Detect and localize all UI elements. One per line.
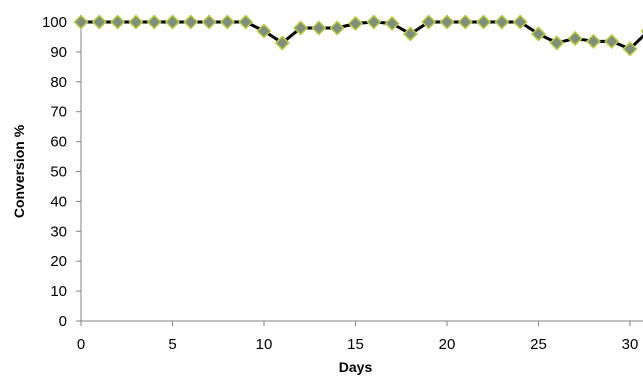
- data-point: [512, 14, 528, 30]
- data-point: [402, 26, 418, 42]
- data-point: [530, 26, 547, 42]
- y-tick-label: 90: [50, 44, 67, 61]
- data-point: [384, 15, 400, 32]
- y-tick-label: 80: [50, 74, 67, 91]
- data-point: [347, 15, 364, 32]
- data-point: [201, 14, 217, 30]
- data-point: [164, 14, 181, 30]
- x-tick-label: 10: [256, 336, 273, 353]
- data-point: [73, 14, 89, 30]
- data-point: [183, 14, 199, 30]
- data-point: [128, 14, 144, 30]
- y-axis-ticks: 0 10 20 30 40 50 60 70 80 90 100: [42, 14, 81, 330]
- data-point: [457, 14, 473, 30]
- x-axis-title: Days: [339, 359, 373, 375]
- y-tick-label: 30: [50, 223, 67, 240]
- data-point: [146, 14, 162, 30]
- y-axis-title: Conversion %: [11, 124, 27, 218]
- x-tick-label: 5: [168, 336, 176, 353]
- data-point: [219, 14, 235, 30]
- data-point: [585, 33, 601, 49]
- y-tick-label: 60: [50, 134, 67, 151]
- y-tick-label: 50: [50, 164, 67, 181]
- y-tick-label: 70: [50, 104, 67, 121]
- data-point: [366, 14, 382, 30]
- data-point: [329, 20, 345, 36]
- data-point: [567, 30, 583, 47]
- data-point: [421, 14, 437, 30]
- data-point: [622, 41, 638, 57]
- y-tick-label: 40: [50, 193, 67, 210]
- x-tick-label: 25: [530, 336, 547, 353]
- x-tick-label: 15: [347, 336, 364, 353]
- data-point: [256, 23, 272, 39]
- x-tick-label: 0: [77, 336, 85, 353]
- y-tick-label: 10: [50, 283, 67, 300]
- data-point: [238, 14, 254, 30]
- data-point: [311, 20, 327, 36]
- data-point: [494, 14, 510, 30]
- y-tick-label: 20: [50, 253, 67, 270]
- data-point: [476, 14, 492, 30]
- data-point: [91, 14, 107, 30]
- plot-area: [73, 14, 643, 57]
- y-tick-label: 0: [59, 313, 67, 330]
- x-tick-label: 30: [622, 336, 639, 353]
- data-point: [549, 35, 565, 51]
- data-point: [293, 20, 309, 36]
- x-tick-label: 20: [439, 336, 456, 353]
- data-point: [274, 35, 290, 51]
- data-point: [604, 33, 620, 49]
- data-point: [439, 14, 455, 30]
- y-tick-label: 100: [42, 14, 67, 31]
- data-point: [110, 14, 126, 30]
- x-axis-ticks: 0 5 10 15 20 25 30: [77, 321, 639, 353]
